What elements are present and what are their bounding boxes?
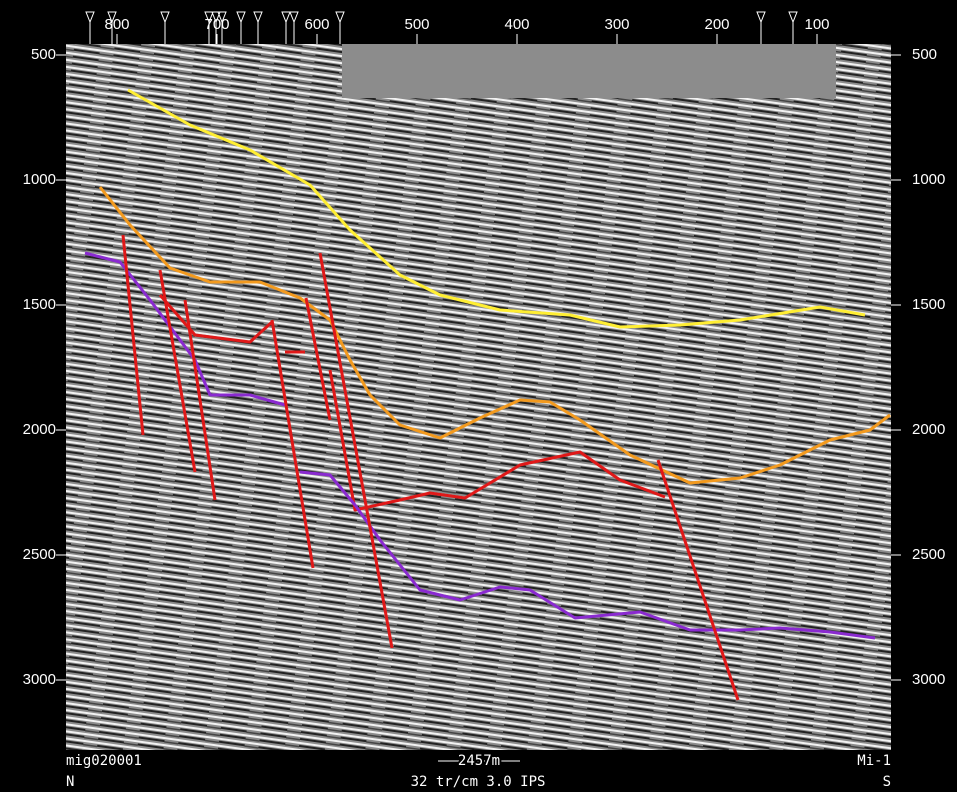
x-tick-label: 700 <box>204 16 229 33</box>
mute-zone <box>342 44 836 98</box>
x-tick-label: 800 <box>104 16 129 33</box>
y2-tick-label: 2000 <box>912 421 945 438</box>
scale-bar-label: 2457m <box>458 753 500 769</box>
left-end: N <box>66 774 74 790</box>
well-marker <box>281 11 291 44</box>
x-tick-label: 400 <box>504 16 529 33</box>
well-marker <box>756 11 766 44</box>
well-marker <box>788 11 798 44</box>
well-marker <box>204 11 214 44</box>
y-tick-label: 1000 <box>23 171 56 188</box>
well-marker <box>85 11 95 44</box>
x-tick-label: 600 <box>304 16 329 33</box>
well-marker <box>107 11 117 44</box>
y2-tick-label: 1000 <box>912 171 945 188</box>
well-marker <box>217 11 227 44</box>
fault <box>121 234 145 436</box>
x-tick-label: 300 <box>604 16 629 33</box>
line-name: mig020001 <box>66 753 142 769</box>
x-tick-label: 200 <box>704 16 729 33</box>
horizon <box>98 186 891 485</box>
y-tick-label: 1500 <box>23 296 56 313</box>
y2-tick-label: 500 <box>912 46 937 63</box>
x-tick-label: 500 <box>404 16 429 33</box>
display-info: 32 tr/cm 3.0 IPS <box>411 774 546 790</box>
right-end: S <box>883 774 891 790</box>
y2-tick-label: 1500 <box>912 296 945 313</box>
fault <box>183 299 217 501</box>
x-tick-label: 100 <box>804 16 829 33</box>
well-marker <box>160 11 170 44</box>
well-marker <box>253 11 263 44</box>
y2-tick-label: 2500 <box>912 546 945 563</box>
seismic-background <box>66 44 891 750</box>
well-marker <box>335 11 345 44</box>
fault <box>304 297 332 421</box>
fault <box>158 269 197 473</box>
fault <box>270 319 315 569</box>
well-marker <box>289 11 299 44</box>
horizon <box>158 294 666 512</box>
horizon <box>127 88 866 329</box>
y-tick-label: 500 <box>31 46 56 63</box>
fault <box>318 252 394 649</box>
well-marker <box>236 11 246 44</box>
fault <box>656 459 740 701</box>
y2-tick-label: 3000 <box>912 671 945 688</box>
y-tick-label: 2500 <box>23 546 56 563</box>
well-name: Mi-1 <box>857 753 891 769</box>
y-tick-label: 3000 <box>23 671 56 688</box>
well-marker <box>211 11 221 44</box>
y-tick-label: 2000 <box>23 421 56 438</box>
